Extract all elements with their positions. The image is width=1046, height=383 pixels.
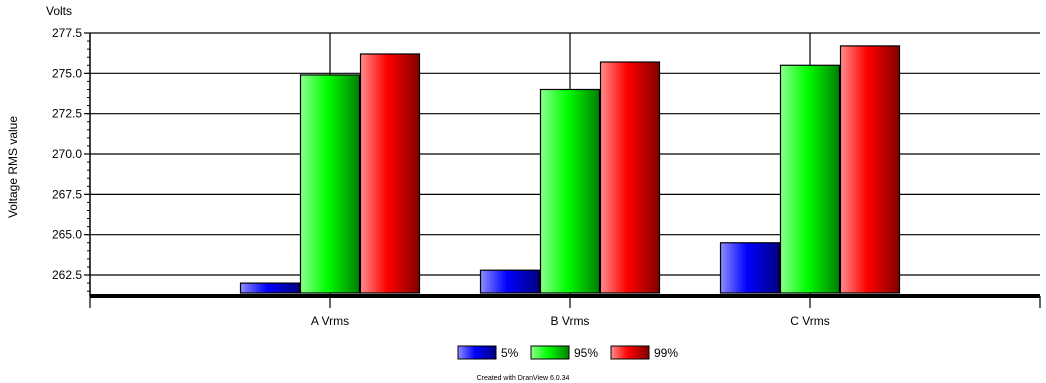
legend-entry: 5%	[457, 345, 519, 360]
legend-swatch	[610, 345, 650, 360]
y-axis-label: Voltage RMS value	[6, 116, 20, 218]
footer-credit: Created with DranView 6.0.34	[477, 375, 570, 382]
bar-95pct-c	[779, 64, 841, 294]
y-tick-label: 265.0	[52, 228, 82, 242]
legend-label: 5%	[501, 346, 519, 360]
y-tick-label: 277.5	[52, 26, 82, 40]
y-tick-labels: 262.5 265.0 267.5 270.0 272.5 275.0 277.5	[52, 26, 82, 282]
y-unit-label: Volts	[46, 4, 72, 18]
x-tick-labels: A Vrms B Vrms C Vrms	[311, 314, 830, 328]
y-tick-label: 270.0	[52, 147, 82, 161]
bar-5pct-a	[239, 282, 301, 294]
bar-95pct-a	[299, 74, 361, 294]
bar-99pct-c	[839, 45, 901, 294]
legend-label: 95%	[574, 346, 598, 360]
y-tick-label: 272.5	[52, 107, 82, 121]
bar-5pct-c	[719, 242, 781, 294]
legend: 5% 95% 99%	[457, 345, 678, 360]
y-tick-label: 267.5	[52, 187, 82, 201]
bar-5pct-b	[479, 269, 541, 294]
bar-99pct-b	[599, 61, 661, 294]
y-tick-label: 275.0	[52, 66, 82, 80]
bar-99pct-a	[359, 53, 421, 294]
legend-swatch	[530, 345, 570, 360]
bars	[239, 45, 901, 294]
legend-swatch	[457, 345, 497, 360]
bar-95pct-b	[539, 88, 601, 294]
axes	[89, 33, 1041, 308]
x-tick-label: B Vrms	[551, 314, 590, 328]
legend-entry: 99%	[610, 345, 678, 360]
y-tick-label: 262.5	[52, 268, 82, 282]
legend-entry: 95%	[530, 345, 598, 360]
x-tick-label: A Vrms	[311, 314, 349, 328]
x-tick-label: C Vrms	[790, 314, 830, 328]
legend-label: 99%	[654, 346, 678, 360]
